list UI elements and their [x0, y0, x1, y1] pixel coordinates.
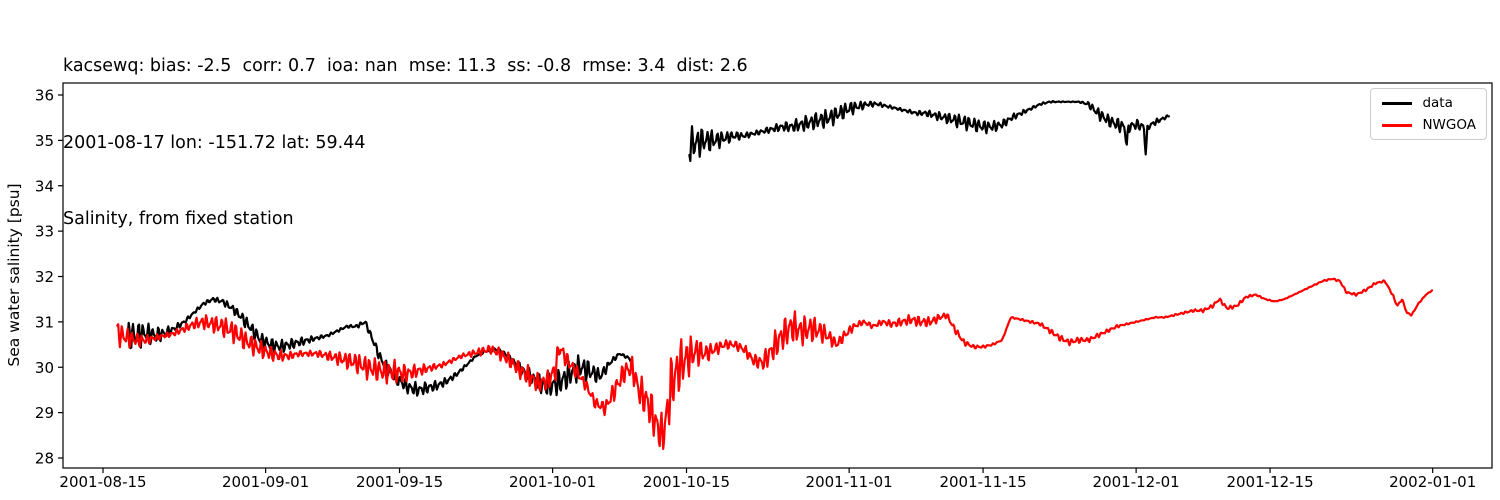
x-tick-label: 2001-12-15	[1226, 473, 1313, 491]
y-tick-label: 34	[35, 177, 54, 195]
y-tick-label: 36	[35, 87, 54, 105]
series-data-line	[688, 99, 1171, 163]
y-tick-label: 29	[35, 404, 54, 422]
axes-border	[62, 82, 1493, 469]
legend-line-swatch-nwgoa	[1382, 123, 1413, 127]
legend-entry-data: data	[1382, 96, 1476, 110]
legend-box: data NWGOA	[1370, 88, 1487, 140]
x-tick-label: 2001-09-15	[356, 473, 443, 491]
stats-title-line: kacsewq: bias: -2.5 corr: 0.7 ioa: nan m…	[63, 56, 748, 76]
axis-ticks: 2001-08-15 2001-09-01 2001-09-15 2001-10-01…	[35, 87, 1476, 492]
plot-title-line: Salinity, from fixed station	[63, 209, 294, 229]
location-title-line: 2001-08-17 lon: -151.72 lat: 59.44	[63, 132, 366, 153]
x-tick-label: 2002-01-01	[1389, 473, 1476, 491]
y-tick-label: 33	[35, 223, 54, 241]
y-tick-label: 28	[35, 450, 54, 468]
x-tick-label: 2001-11-01	[806, 473, 893, 491]
y-tick-label: 35	[35, 132, 54, 150]
legend-label-nwgoa: NWGOA	[1422, 117, 1476, 133]
legend-entry-nwgoa: NWGOA	[1382, 118, 1476, 132]
x-tick-label: 2001-11-15	[939, 473, 1026, 491]
x-tick-label: 2001-10-01	[509, 473, 596, 491]
legend-line-swatch-data	[1382, 101, 1413, 105]
y-tick-label: 31	[35, 313, 54, 331]
title-block: kacsewq: bias: -2.5 corr: 0.7 ioa: nan m…	[63, 3, 748, 284]
y-tick-label: 30	[35, 359, 54, 377]
series-nwgoa-line	[116, 277, 1434, 450]
x-tick-label: 2001-08-15	[59, 473, 146, 491]
y-tick-label: 32	[35, 268, 54, 286]
legend-label-data: data	[1422, 95, 1453, 111]
x-tick-label: 2001-12-01	[1093, 473, 1180, 491]
x-tick-label: 2001-10-15	[643, 473, 730, 491]
x-tick-label: 2001-09-01	[222, 473, 309, 491]
series-lines	[116, 99, 1434, 450]
